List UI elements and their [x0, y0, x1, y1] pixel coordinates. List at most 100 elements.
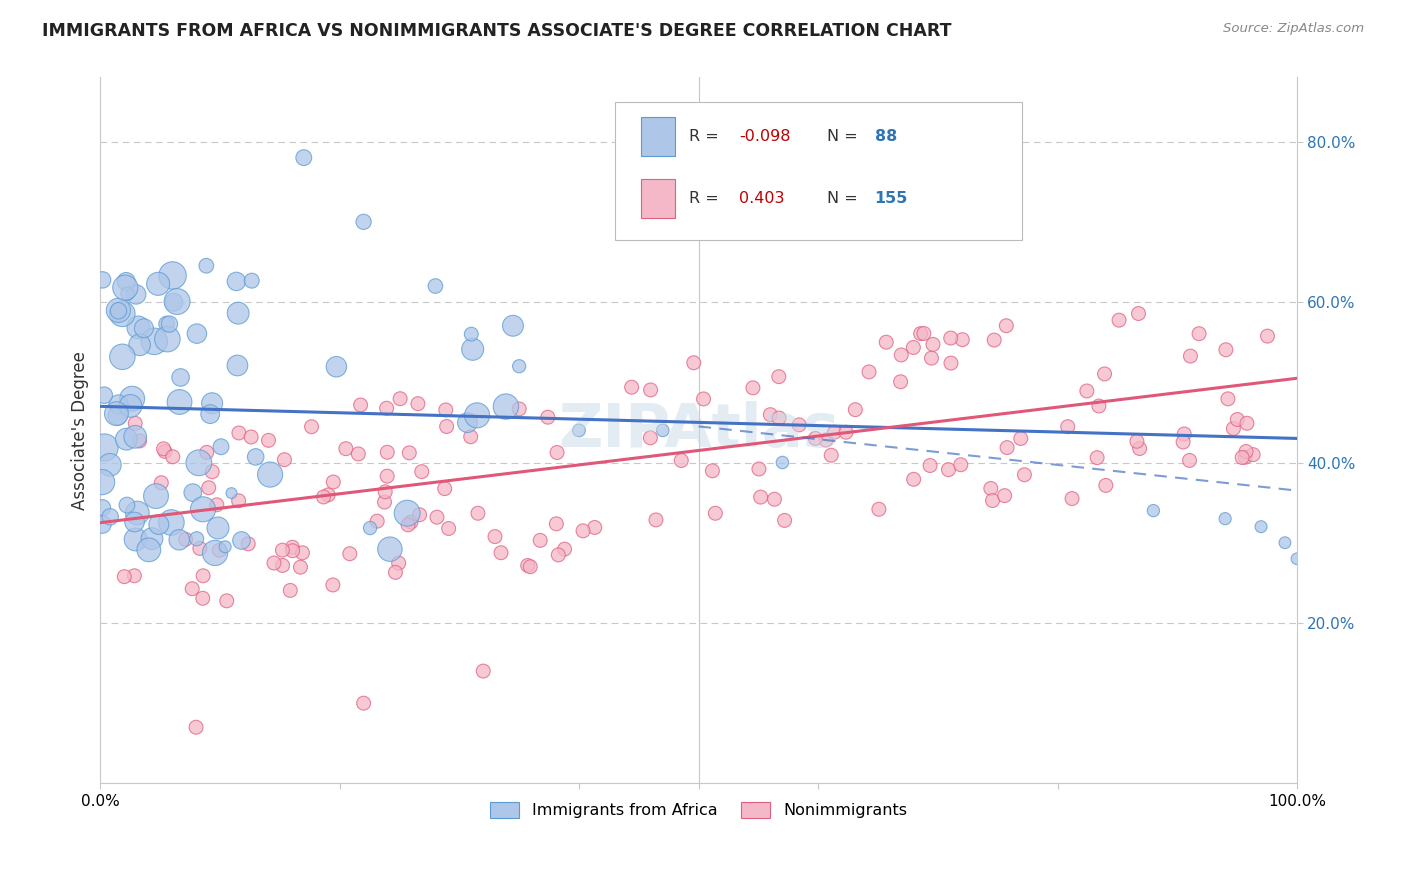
Point	[125, 287, 148, 301]
Point	[98, 509, 121, 524]
Point	[396, 506, 419, 520]
Point	[823, 425, 845, 440]
Point	[938, 463, 960, 477]
Point	[773, 513, 796, 527]
Point	[858, 365, 880, 379]
Point	[160, 516, 183, 530]
Text: -0.098: -0.098	[740, 129, 790, 145]
Point	[890, 375, 912, 389]
Point	[221, 486, 243, 500]
Point	[921, 351, 943, 365]
Point	[353, 696, 375, 710]
Point	[162, 268, 184, 283]
Point	[388, 556, 411, 570]
Text: IMMIGRANTS FROM AFRICA VS NONIMMIGRANTS ASSOCIATE'S DEGREE CORRELATION CHART: IMMIGRANTS FROM AFRICA VS NONIMMIGRANTS …	[42, 22, 952, 40]
Point	[281, 540, 304, 554]
Point	[1108, 313, 1130, 327]
Point	[290, 560, 312, 574]
Point	[124, 515, 146, 529]
Point	[107, 409, 129, 423]
Point	[759, 408, 782, 422]
Point	[228, 425, 250, 440]
Point	[225, 274, 247, 288]
Point	[1010, 432, 1032, 446]
Point	[1234, 450, 1257, 465]
Point	[742, 381, 765, 395]
Point	[645, 513, 668, 527]
Point	[207, 521, 229, 535]
Point	[467, 506, 489, 520]
Point	[489, 546, 512, 560]
Point	[138, 542, 160, 557]
Point	[529, 533, 551, 548]
Point	[1142, 503, 1164, 517]
Point	[396, 517, 419, 532]
Point	[456, 416, 478, 430]
Point	[704, 506, 727, 520]
Point	[162, 450, 184, 464]
Point	[245, 450, 267, 464]
Point	[903, 472, 925, 486]
Point	[546, 445, 568, 459]
Point	[112, 569, 135, 583]
Text: R =: R =	[689, 129, 724, 145]
Point	[228, 493, 250, 508]
Text: 88: 88	[875, 129, 897, 145]
Point	[169, 370, 191, 384]
Point	[188, 541, 211, 556]
Text: R =: R =	[689, 191, 724, 206]
Point	[949, 458, 972, 472]
Point	[291, 546, 314, 560]
Point	[1088, 399, 1111, 413]
Point	[508, 359, 530, 374]
Point	[215, 594, 238, 608]
Point	[1236, 416, 1258, 430]
Point	[1213, 511, 1236, 525]
Point	[763, 492, 786, 507]
Point	[195, 445, 218, 459]
Point	[132, 321, 155, 335]
Point	[1285, 551, 1308, 566]
Point	[1129, 442, 1152, 456]
Point	[502, 318, 524, 333]
Point	[426, 510, 449, 524]
Point	[1060, 491, 1083, 506]
Point	[325, 359, 347, 374]
Point	[980, 482, 1002, 496]
Point	[153, 444, 176, 458]
Point	[433, 482, 456, 496]
Point	[159, 317, 181, 331]
Point	[1256, 329, 1278, 343]
Point	[994, 489, 1017, 503]
Point	[91, 475, 114, 489]
Point	[640, 383, 662, 397]
Point	[437, 521, 460, 535]
FancyBboxPatch shape	[641, 179, 675, 218]
Point	[1014, 467, 1036, 482]
Legend: Immigrants from Africa, Nonimmigrants: Immigrants from Africa, Nonimmigrants	[484, 796, 914, 825]
Point	[114, 280, 136, 294]
Point	[1085, 450, 1108, 465]
Text: N =: N =	[827, 129, 862, 145]
Point	[186, 326, 208, 341]
Point	[316, 488, 339, 502]
Point	[1128, 306, 1150, 320]
Point	[1056, 419, 1078, 434]
Point	[107, 303, 129, 318]
Point	[301, 419, 323, 434]
Point	[890, 348, 912, 362]
Point	[191, 568, 214, 582]
Y-axis label: Associate's Degree: Associate's Degree	[72, 351, 89, 510]
Point	[461, 343, 484, 357]
FancyBboxPatch shape	[641, 118, 675, 156]
Point	[375, 401, 398, 416]
Point	[671, 453, 693, 467]
Text: ZIPAtlas: ZIPAtlas	[558, 401, 839, 460]
Point	[983, 333, 1005, 347]
Point	[201, 465, 224, 479]
Point	[460, 430, 482, 444]
Point	[127, 320, 149, 334]
Point	[814, 433, 837, 447]
Point	[389, 392, 412, 406]
Point	[820, 448, 842, 462]
